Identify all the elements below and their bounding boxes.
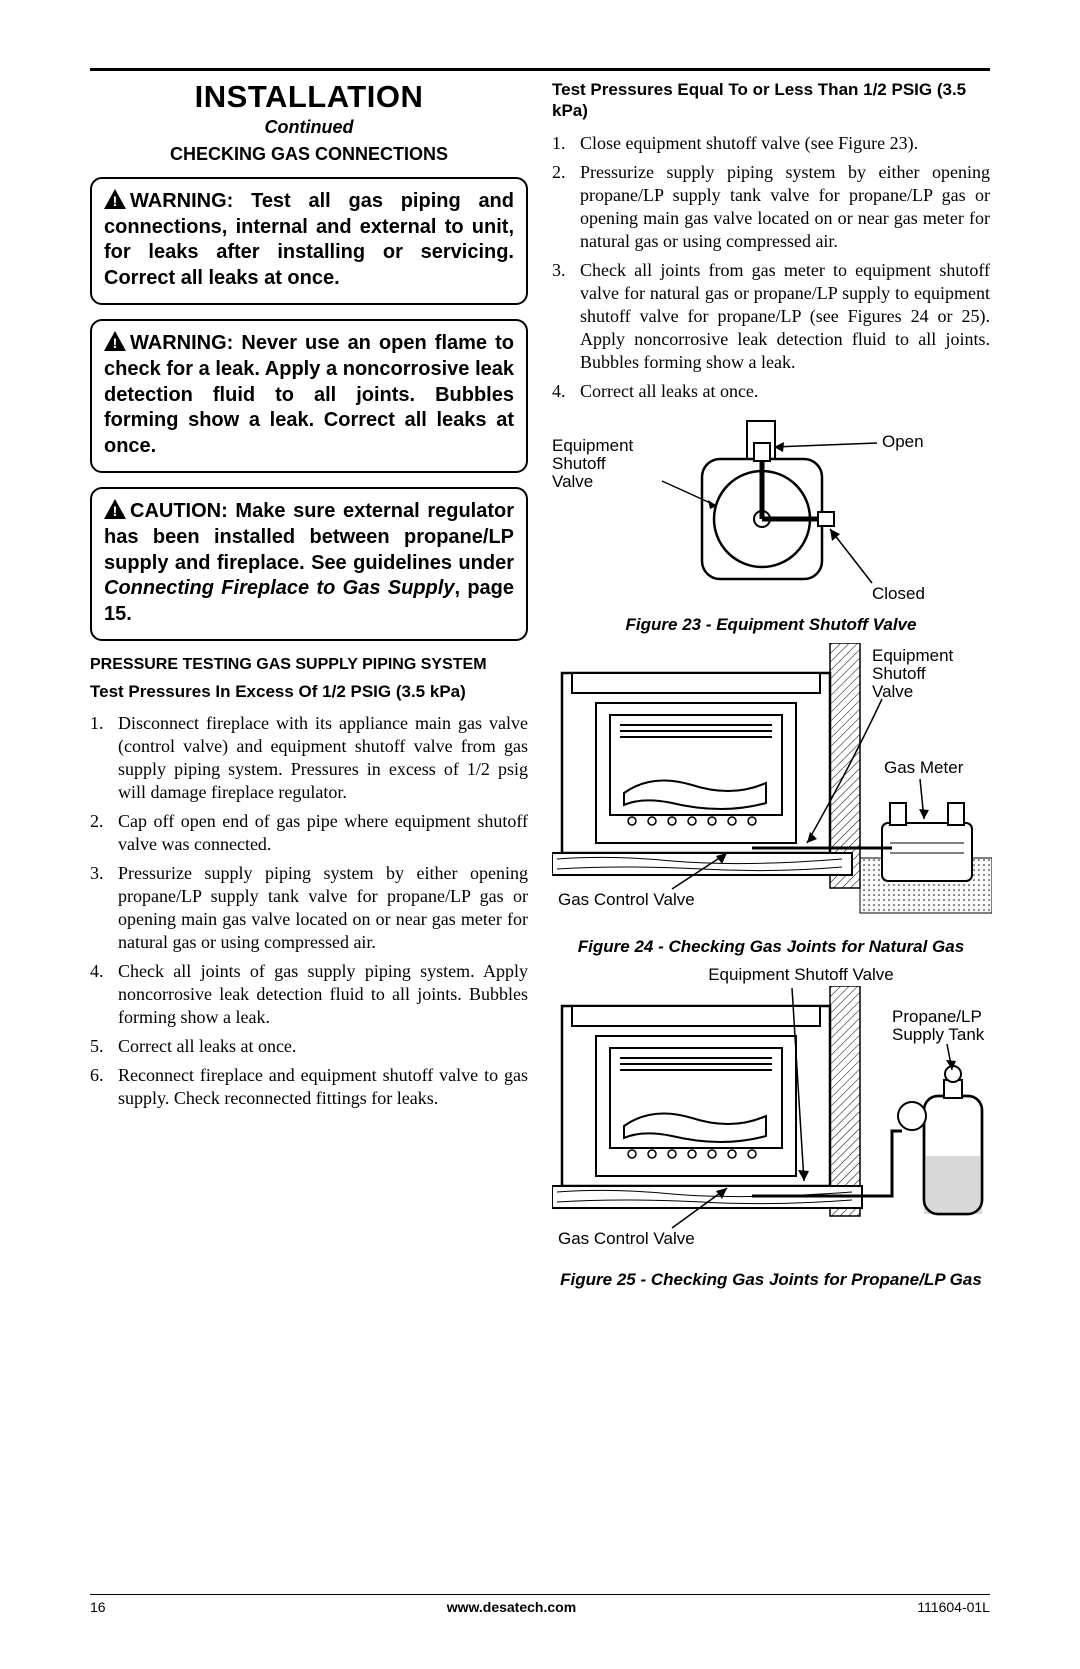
warning-triangle-icon: ! xyxy=(104,499,126,519)
list-item: Pressurize supply piping system by eithe… xyxy=(90,862,528,954)
top-rule xyxy=(90,68,990,71)
left-list: Disconnect fireplace with its appliance … xyxy=(90,712,528,1111)
caution-text-a: CAUTION: Make sure external regulator ha… xyxy=(104,500,514,573)
right-column: Test Pressures Equal To or Less Than 1/2… xyxy=(552,79,990,1297)
figure-25-esv-label: Equipment Shutoff Valve xyxy=(612,966,990,985)
caution-box: ! CAUTION: Make sure external regulator … xyxy=(90,487,528,641)
list-item: Disconnect fireplace with its appliance … xyxy=(90,712,528,804)
right-subhead-2: Test Pressures Equal To or Less Than 1/2… xyxy=(552,79,990,122)
two-column-layout: INSTALLATION Continued CHECKING GAS CONN… xyxy=(90,79,990,1297)
figure-23-svg: Equipment Shutoff Valve Open Closed xyxy=(552,411,982,611)
figure-25-caption: Figure 25 - Checking Gas Joints for Prop… xyxy=(552,1270,990,1290)
footer-url: www.desatech.com xyxy=(447,1599,576,1615)
list-item: Cap off open end of gas pipe where equip… xyxy=(90,810,528,856)
svg-text:Valve: Valve xyxy=(872,682,913,701)
left-subhead-2: Test Pressures In Excess Of 1/2 PSIG (3.… xyxy=(90,681,528,702)
footer-doc-id: 111604-01L xyxy=(917,1599,990,1615)
svg-text:!: ! xyxy=(113,503,118,519)
figure-23: Equipment Shutoff Valve Open Closed Figu… xyxy=(552,411,990,635)
svg-text:Open: Open xyxy=(882,432,924,451)
warning-triangle-icon: ! xyxy=(104,331,126,351)
list-item: Pressurize supply piping system by eithe… xyxy=(552,161,990,253)
list-item: Reconnect fireplace and equipment shutof… xyxy=(90,1064,528,1110)
page-footer: 16 www.desatech.com 111604-01L xyxy=(90,1594,990,1615)
footer-page-number: 16 xyxy=(90,1599,106,1615)
warning-box-1: ! WARNING: Test all gas piping and conne… xyxy=(90,177,528,305)
warning-1-text: WARNING: Test all gas piping and connect… xyxy=(104,190,514,289)
warning-2-text: WARNING: Never use an open flame to chec… xyxy=(104,332,514,456)
warning-box-2: ! WARNING: Never use an open flame to ch… xyxy=(90,319,528,473)
figure-24-svg: Equipment Shutoff Valve Gas Meter Gas Co… xyxy=(552,643,992,933)
svg-text:Gas Control Valve: Gas Control Valve xyxy=(558,890,695,909)
svg-text:Gas Meter: Gas Meter xyxy=(884,758,964,777)
svg-text:!: ! xyxy=(113,193,118,209)
svg-text:Supply Tank: Supply Tank xyxy=(892,1025,985,1044)
right-list: Close equipment shutoff valve (see Figur… xyxy=(552,132,990,403)
svg-text:Gas Control Valve: Gas Control Valve xyxy=(558,1229,695,1248)
left-subhead: PRESSURE TESTING GAS SUPPLY PIPING SYSTE… xyxy=(90,655,528,674)
list-item: Check all joints of gas supply piping sy… xyxy=(90,960,528,1029)
list-item: Correct all leaks at once. xyxy=(90,1035,528,1058)
figure-25: Equipment Shutoff Valve xyxy=(552,966,990,1291)
figure-24-caption: Figure 24 - Checking Gas Joints for Natu… xyxy=(552,937,990,957)
left-column: INSTALLATION Continued CHECKING GAS CONN… xyxy=(90,79,528,1297)
warning-triangle-icon: ! xyxy=(104,189,126,209)
list-item: Close equipment shutoff valve (see Figur… xyxy=(552,132,990,155)
figure-24: Equipment Shutoff Valve Gas Meter Gas Co… xyxy=(552,643,990,957)
svg-text:Equipment: Equipment xyxy=(872,646,954,665)
svg-text:Valve: Valve xyxy=(552,472,593,491)
svg-text:Propane/LP: Propane/LP xyxy=(892,1007,982,1026)
svg-text:Equipment: Equipment xyxy=(552,436,634,455)
list-item: Correct all leaks at once. xyxy=(552,380,990,403)
list-item: Check all joints from gas meter to equip… xyxy=(552,259,990,374)
svg-text:Shutoff: Shutoff xyxy=(552,454,606,473)
page-title: INSTALLATION xyxy=(90,79,528,115)
svg-text:!: ! xyxy=(113,335,118,351)
svg-text:Closed: Closed xyxy=(872,584,925,603)
figure-25-svg: Propane/LP Supply Tank Gas Control Valve xyxy=(552,986,992,1266)
continued-label: Continued xyxy=(90,117,528,138)
figure-23-caption: Figure 23 - Equipment Shutoff Valve xyxy=(552,615,990,635)
caution-text-b: Connecting Fireplace to Gas Supply xyxy=(104,577,454,599)
section-heading: CHECKING GAS CONNECTIONS xyxy=(90,144,528,165)
svg-text:Shutoff: Shutoff xyxy=(872,664,926,683)
